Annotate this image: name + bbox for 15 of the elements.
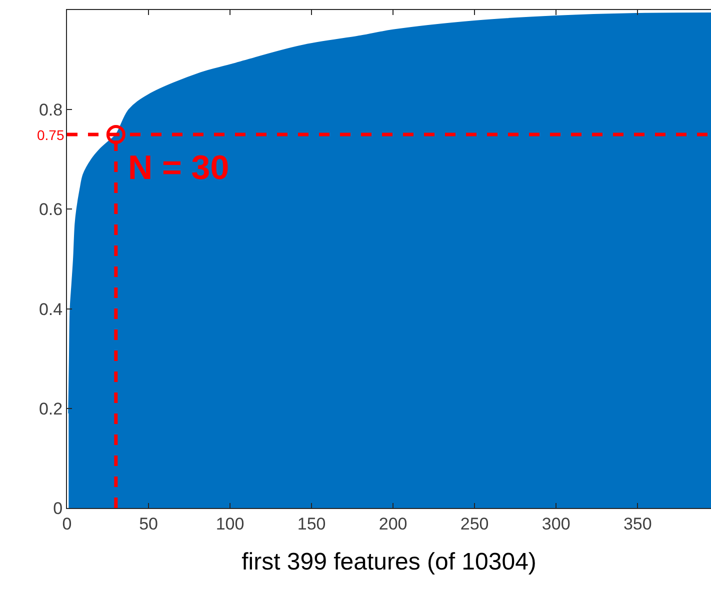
x-tick-label: 200 (378, 514, 408, 534)
x-tick-label: 50 (139, 514, 158, 534)
x-axis-title: first 399 features (of 10304) (242, 548, 536, 576)
x-tick-label: 300 (542, 514, 570, 534)
y-tick-label: 0.8 (38, 100, 63, 120)
x-tick-label: 100 (216, 514, 244, 534)
annotation: N = 30 (128, 149, 230, 187)
y-tick-label: 0.4 (38, 300, 63, 319)
x-tick-label: 250 (460, 514, 489, 534)
ref-line-label: 0.75 (37, 127, 64, 143)
y-tick-label: 0.6 (38, 200, 63, 220)
x-tick-label: 150 (297, 514, 326, 534)
x-tick-label: 350 (623, 514, 652, 534)
y-tick-label: 0.2 (38, 399, 63, 418)
y-tick-label: 0 (53, 498, 63, 518)
